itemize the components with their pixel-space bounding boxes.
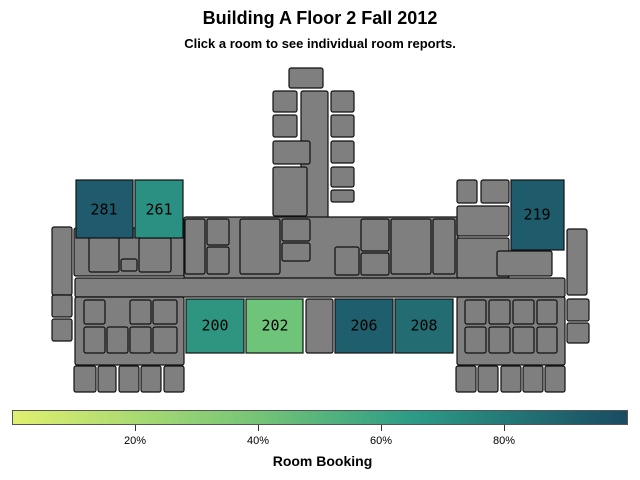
room-tower-d	[272, 114, 298, 138]
room-281-shape[interactable]	[75, 179, 134, 239]
room-tower-g	[330, 140, 355, 164]
legend-tick-label-40: 40%	[246, 435, 270, 447]
room-right-b	[480, 179, 510, 204]
room-261-shape[interactable]	[134, 179, 184, 239]
legend-tick-60	[381, 425, 382, 431]
main-corridor	[74, 277, 566, 298]
room-mid-a	[184, 218, 206, 275]
room-right-low-b	[464, 326, 487, 354]
room-left-b	[138, 237, 172, 273]
room-219-shape[interactable]	[510, 179, 565, 251]
room-right-e	[496, 250, 553, 277]
legend-title: Room Booking	[272, 453, 373, 469]
room-right-stair-low-a	[566, 298, 590, 322]
room-tower-h	[272, 166, 308, 217]
page-title: Building A Floor 2 Fall 2012	[202, 8, 438, 28]
room-281[interactable]: 281	[75, 179, 134, 239]
room-mid-low-a	[305, 298, 334, 354]
room-left-bottom-d	[140, 365, 162, 393]
room-left-low-d	[129, 299, 152, 325]
room-tower-top	[288, 67, 324, 89]
room-right-low-d	[488, 326, 511, 354]
room-left-bottom-c	[118, 365, 140, 393]
room-left-low-a	[83, 299, 106, 325]
room-mid-i	[360, 252, 390, 276]
room-202[interactable]: 202	[245, 298, 304, 354]
room-mid-e	[281, 218, 311, 242]
legend-tick-label-60: 60%	[369, 435, 393, 447]
room-tower-f	[272, 140, 311, 165]
legend-tick-20	[135, 425, 136, 431]
room-left-bottom-e	[163, 365, 185, 393]
room-tower-c	[330, 90, 355, 113]
room-right-c	[456, 205, 510, 237]
room-right-a	[456, 179, 478, 204]
room-left-stair-top	[51, 226, 73, 296]
room-left-low-e	[129, 326, 152, 354]
room-208-shape[interactable]	[394, 298, 454, 354]
room-left-low-f	[152, 299, 178, 325]
room-mid-g	[334, 246, 360, 276]
room-left-low-b	[83, 326, 106, 354]
room-mid-f	[281, 242, 311, 262]
room-right-stair-low-b	[566, 322, 590, 344]
floor-plan-map: 281 261 219 200 202 206	[51, 67, 590, 393]
room-mid-k	[432, 218, 456, 275]
legend-tick-label-20: 20%	[123, 435, 147, 447]
room-left-low-c	[106, 326, 129, 354]
room-left-bottom-a	[73, 365, 97, 393]
room-219[interactable]: 219	[510, 179, 565, 251]
room-mid-h	[360, 218, 390, 252]
room-right-low-g	[536, 299, 558, 325]
room-right-bottom-a	[455, 365, 477, 393]
room-mid-j	[390, 218, 432, 275]
room-200[interactable]: 200	[185, 298, 245, 354]
room-200-shape[interactable]	[185, 298, 245, 354]
legend-tick-label-80: 80%	[492, 435, 516, 447]
room-206-shape[interactable]	[334, 298, 394, 354]
room-206[interactable]: 206	[334, 298, 394, 354]
color-scale-bar	[12, 410, 628, 425]
room-right-stair	[566, 228, 588, 296]
room-mid-d	[239, 218, 281, 275]
legend-tick-40	[258, 425, 259, 431]
room-tower-a	[272, 90, 298, 113]
room-mid-c	[206, 246, 230, 275]
room-right-low-h	[536, 326, 558, 354]
room-left-bottom-b	[97, 365, 117, 393]
building-outline-and-rooms	[51, 67, 590, 393]
room-right-low-e	[512, 299, 535, 325]
room-208[interactable]: 208	[394, 298, 454, 354]
room-tower-e	[330, 114, 355, 138]
room-right-bottom-c	[500, 365, 522, 393]
room-right-bottom-b	[477, 365, 499, 393]
room-tower-j	[330, 189, 355, 203]
room-202-shape[interactable]	[245, 298, 304, 354]
room-261[interactable]: 261	[134, 179, 184, 239]
room-tower-i	[330, 166, 355, 188]
room-left-stair-low-b	[51, 318, 73, 342]
room-right-bottom-e	[544, 365, 566, 393]
room-mid-b	[206, 218, 230, 246]
legend-tick-80	[504, 425, 505, 431]
room-right-bottom-d	[522, 365, 544, 393]
room-left-stair-low-a	[51, 294, 73, 318]
room-left-low-g	[152, 326, 178, 354]
page-subtitle: Click a room to see individual room repo…	[184, 36, 456, 51]
room-left-c	[120, 258, 138, 272]
room-right-low-f	[512, 326, 535, 354]
room-right-low-c	[488, 299, 511, 325]
room-right-low-a	[464, 299, 487, 325]
